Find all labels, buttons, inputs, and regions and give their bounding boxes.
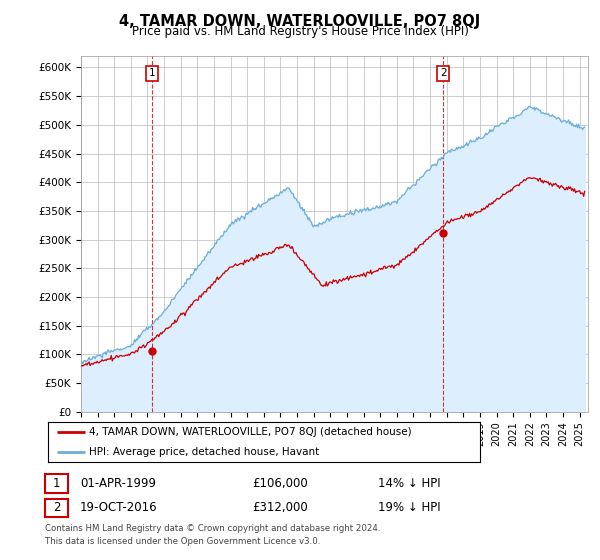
Text: 19-OCT-2016: 19-OCT-2016	[80, 501, 157, 515]
Text: Contains HM Land Registry data © Crown copyright and database right 2024.: Contains HM Land Registry data © Crown c…	[45, 524, 380, 533]
Text: HPI: Average price, detached house, Havant: HPI: Average price, detached house, Hava…	[89, 446, 319, 456]
Text: 2: 2	[53, 501, 60, 515]
Text: 1: 1	[53, 477, 60, 490]
Text: 4, TAMAR DOWN, WATERLOOVILLE, PO7 8QJ: 4, TAMAR DOWN, WATERLOOVILLE, PO7 8QJ	[119, 14, 481, 29]
Text: 14% ↓ HPI: 14% ↓ HPI	[378, 477, 440, 490]
Text: This data is licensed under the Open Government Licence v3.0.: This data is licensed under the Open Gov…	[45, 537, 320, 546]
Text: 4, TAMAR DOWN, WATERLOOVILLE, PO7 8QJ (detached house): 4, TAMAR DOWN, WATERLOOVILLE, PO7 8QJ (d…	[89, 427, 412, 437]
Text: £106,000: £106,000	[252, 477, 308, 490]
Text: 01-APR-1999: 01-APR-1999	[80, 477, 156, 490]
Text: Price paid vs. HM Land Registry's House Price Index (HPI): Price paid vs. HM Land Registry's House …	[131, 25, 469, 38]
Text: 1: 1	[148, 68, 155, 78]
Text: £312,000: £312,000	[252, 501, 308, 515]
Text: 19% ↓ HPI: 19% ↓ HPI	[378, 501, 440, 515]
Text: 2: 2	[440, 68, 446, 78]
